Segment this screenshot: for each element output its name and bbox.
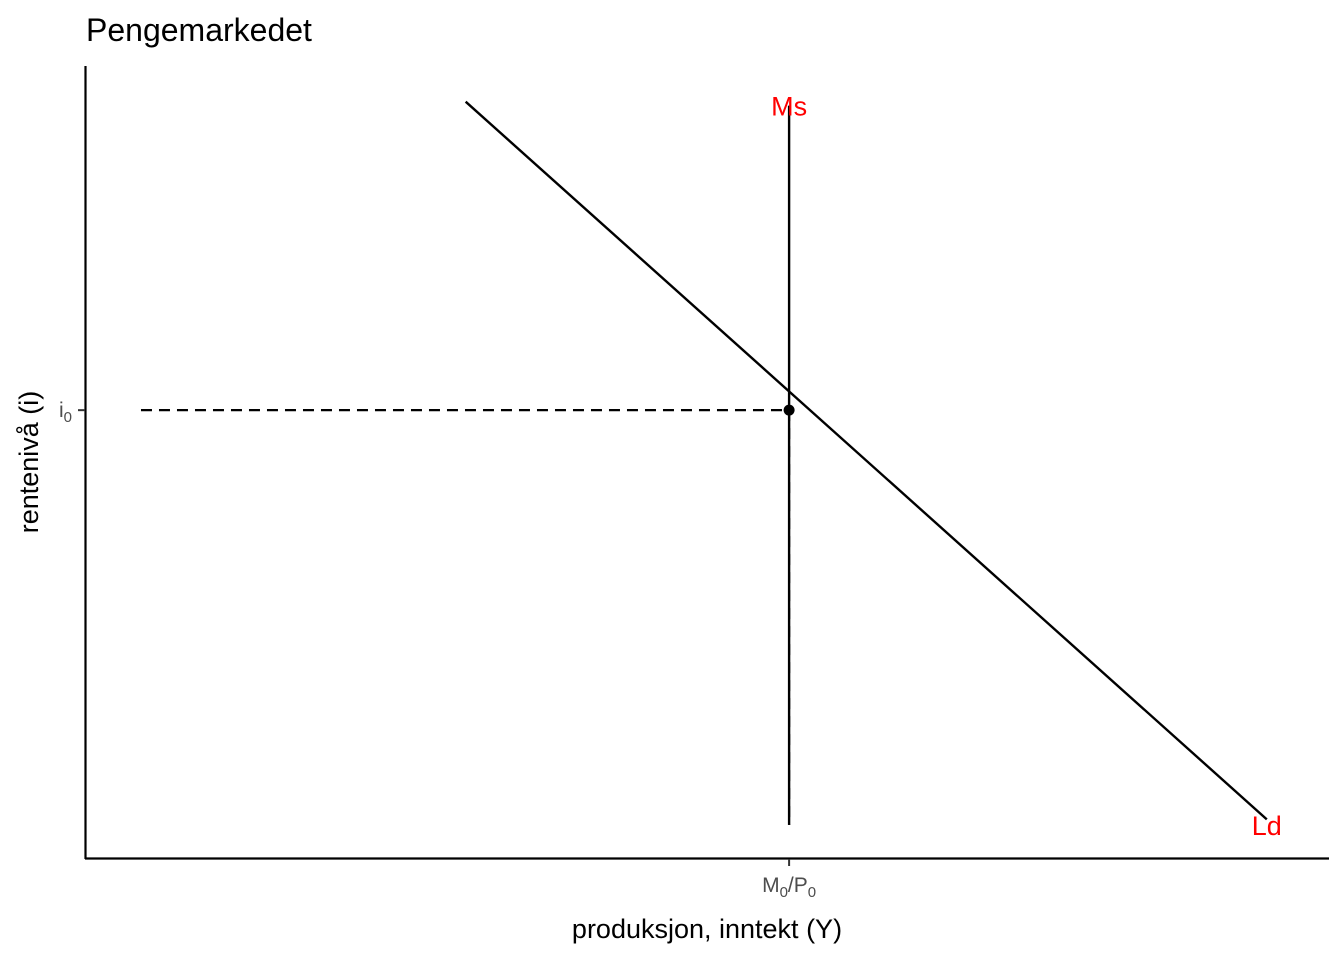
curve-ld (464, 100, 1268, 821)
y-axis-label: rentenivå (i) (14, 391, 44, 534)
equilibrium-point (783, 404, 795, 416)
y-tick-label: i0 (59, 399, 72, 426)
chart-title: Pengemarkedet (86, 12, 312, 48)
plot-area: Ms Ld (140, 92, 1282, 841)
x-tick-label: M0/P0 (762, 874, 816, 901)
axis-ticks: M0/P0 i0 (59, 399, 816, 901)
curve-label-ld: Ld (1252, 811, 1282, 841)
curve-label-ms: Ms (771, 92, 807, 122)
x-axis-label: produksjon, inntekt (Y) (572, 914, 842, 944)
